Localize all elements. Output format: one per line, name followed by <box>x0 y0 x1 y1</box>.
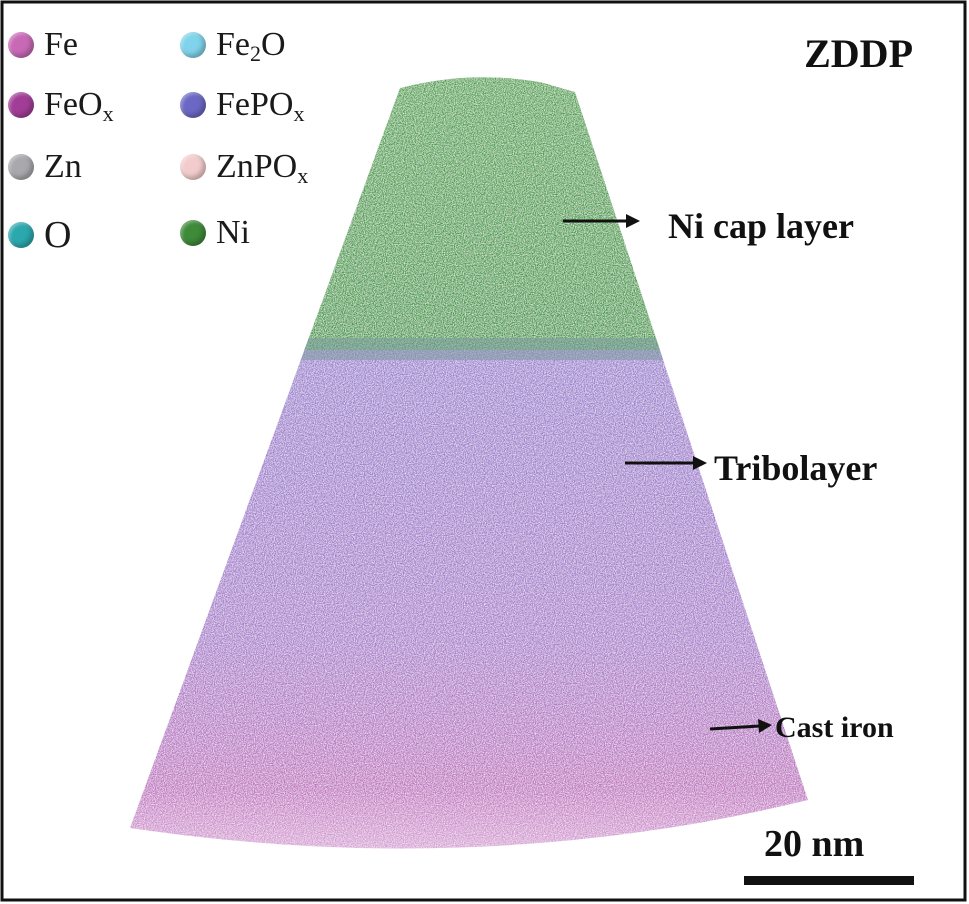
arrow-cast-iron <box>709 719 772 733</box>
legend-dot-fepox-icon <box>180 92 206 118</box>
legend-label: Zn <box>44 148 82 185</box>
label-cast-iron: Cast iron <box>775 711 894 744</box>
arrow-ni-cap <box>563 214 640 228</box>
legend-label: FeOx <box>44 86 114 126</box>
scale-bar-label: 20 nm <box>764 823 865 865</box>
legend-dot-fe-icon <box>8 32 34 58</box>
tribolayer-region <box>130 330 808 849</box>
legend-label: Fe <box>44 26 78 63</box>
legend-dot-o-icon <box>8 222 34 248</box>
legend-item-zn: Zn <box>8 150 82 184</box>
legend-label: Fe2O <box>216 26 286 66</box>
label-tribolayer: Tribolayer <box>714 448 878 488</box>
legend-item-ni: Ni <box>180 216 250 250</box>
legend-dot-fe2o-icon <box>180 32 206 58</box>
legend-dot-znpox-icon <box>180 154 206 180</box>
legend-item-o: O <box>8 216 71 254</box>
scale-bar <box>744 876 914 885</box>
legend-item-fepox: FePOx <box>180 86 305 126</box>
interface-band <box>130 338 808 360</box>
legend-dot-feox-icon <box>8 92 34 118</box>
label-ni-cap-layer: Ni cap layer <box>668 206 854 246</box>
legend-item-fe: Fe <box>8 28 78 62</box>
legend-item-feox: FeOx <box>8 86 114 126</box>
legend-label: O <box>44 214 72 256</box>
legend-item-fe2o: Fe2O <box>180 26 286 66</box>
legend-label: Ni <box>216 214 250 251</box>
arrow-tribolayer <box>625 456 707 470</box>
legend-label: ZnPOx <box>216 148 309 188</box>
figure-title: ZDDP <box>804 31 913 76</box>
legend-label: FePOx <box>216 86 305 126</box>
legend-item-znpox: ZnPOx <box>180 148 309 188</box>
legend-dot-zn-icon <box>8 154 34 180</box>
legend-dot-ni-icon <box>180 220 206 246</box>
